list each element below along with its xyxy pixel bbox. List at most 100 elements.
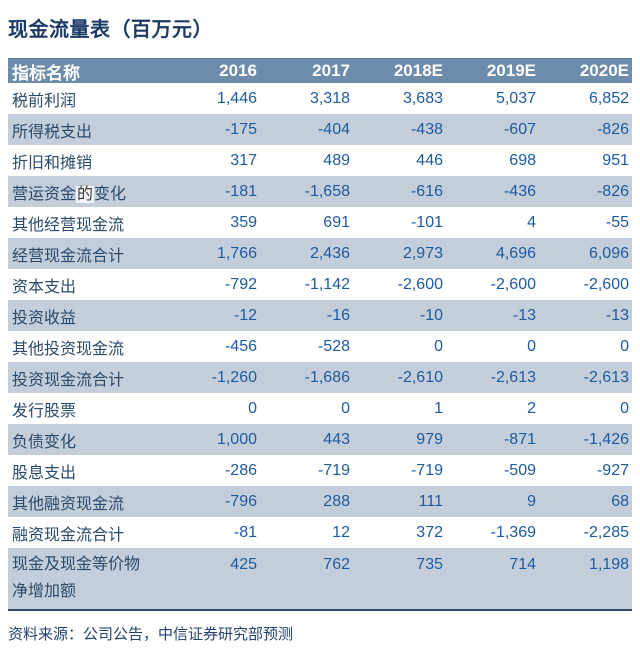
row-label: 现金及现金等价物 净增加额: [8, 548, 167, 605]
value-cell: 111: [418, 492, 443, 510]
header-indicator-name: 指标名称: [12, 63, 80, 83]
value-cell: 359: [230, 213, 257, 231]
page-title: 现金流量表（百万元）: [8, 19, 213, 41]
value-cell: 1,198: [588, 556, 629, 573]
value-cell: 425: [230, 556, 257, 573]
value-cell: -616: [410, 182, 443, 200]
value-cell: 3,683: [402, 89, 443, 107]
value-cell: -10: [419, 306, 443, 324]
value-cell: -1,686: [304, 368, 350, 386]
row-label: 资本支出: [12, 278, 77, 296]
highlighted-char: 的: [76, 185, 95, 203]
row-label: 经营现金流合计: [12, 247, 125, 265]
value-cell: -927: [596, 461, 629, 479]
value-cell: -826: [596, 120, 629, 138]
value-cell: -101: [410, 213, 443, 231]
value-cell: 317: [230, 151, 257, 169]
value-cell: 6,852: [588, 89, 629, 107]
table-row: 投资现金流合计 -1,260 -1,686 -2,610 -2,613 -2,613: [8, 362, 632, 393]
value-cell: 0: [248, 399, 257, 417]
value-cell: -456: [224, 337, 257, 355]
table-row: 其他融资现金流 -796 288 111 9 68: [8, 486, 632, 517]
row-label: 投资收益: [12, 309, 77, 327]
value-cell: 1,446: [216, 89, 257, 107]
value-cell: -438: [410, 120, 443, 138]
value-cell: 68: [611, 492, 629, 510]
value-cell: 0: [434, 337, 443, 355]
value-cell: 288: [323, 492, 350, 510]
row-label: 其他经营现金流: [12, 216, 125, 234]
value-cell: -16: [326, 306, 350, 324]
value-cell: -12: [233, 306, 257, 324]
value-cell: -181: [224, 182, 257, 200]
value-cell: 0: [620, 337, 629, 355]
value-cell: 2,436: [309, 244, 350, 262]
value-cell: 12: [332, 523, 350, 541]
row-label-part: 变化: [94, 185, 127, 203]
value-cell: -796: [224, 492, 257, 510]
value-cell: 0: [527, 337, 536, 355]
value-cell: 714: [509, 556, 536, 573]
value-cell: -436: [503, 182, 536, 200]
row-label: 融资现金流合计: [12, 526, 125, 544]
value-cell: -1,369: [490, 523, 536, 541]
value-cell: 951: [602, 151, 629, 169]
value-cell: -2,600: [397, 275, 443, 293]
value-cell: 979: [416, 430, 443, 448]
value-cell: -792: [224, 275, 257, 293]
value-cell: -871: [503, 430, 536, 448]
table-row: 负债变化 1,000 443 979 -871 -1,426: [8, 424, 632, 455]
value-cell: -1,658: [304, 182, 350, 200]
value-cell: -2,600: [583, 275, 629, 293]
row-label-line: 净增加额: [12, 583, 77, 600]
value-cell: -509: [503, 461, 536, 479]
value-cell: -175: [224, 120, 257, 138]
value-cell: 1: [434, 399, 443, 417]
value-cell: 0: [620, 399, 629, 417]
value-cell: 6,096: [588, 244, 629, 262]
table-row: 融资现金流合计 -81 12 372 -1,369 -2,285: [8, 517, 632, 548]
row-label: 折旧和摊销: [12, 154, 93, 172]
source-note: 资料来源：公司公告，中信证券研究部预测: [8, 627, 294, 643]
value-cell: 735: [416, 556, 443, 573]
table-body: 税前利润 1,446 3,318 3,683 5,037 6,852 所得税支出 -175 -4…: [8, 83, 632, 609]
value-cell: 0: [341, 399, 350, 417]
value-cell: -719: [410, 461, 443, 479]
row-label: 投资现金流合计: [12, 371, 125, 389]
table-row: 现金及现金等价物 净增加额 425 762 735 714 1,198: [8, 548, 632, 609]
value-cell: 489: [323, 151, 350, 169]
row-label: 其他投资现金流: [12, 340, 125, 358]
table-row: 税前利润 1,446 3,318 3,683 5,037 6,852: [8, 83, 632, 114]
row-label: 负债变化: [12, 433, 77, 451]
value-cell: -528: [317, 337, 350, 355]
table-row: 股息支出 -286 -719 -719 -509 -927: [8, 455, 632, 486]
value-cell: -55: [605, 213, 629, 231]
value-cell: -1,142: [304, 275, 350, 293]
value-cell: 4,696: [495, 244, 536, 262]
row-label: 所得税支出: [12, 123, 93, 141]
value-cell: -81: [233, 523, 257, 541]
cash-flow-table: 指标名称 2016 2017 2018E 2019E 2020E 税前利润 1,4…: [8, 58, 632, 611]
value-cell: -2,610: [397, 368, 443, 386]
value-cell: -404: [317, 120, 350, 138]
value-cell: -2,613: [490, 368, 536, 386]
row-label: 税前利润: [12, 92, 77, 110]
value-cell: 372: [416, 523, 443, 541]
value-cell: 2: [527, 399, 536, 417]
row-label-part: 营运资金: [12, 185, 77, 203]
value-cell: -13: [605, 306, 629, 324]
value-cell: 1,000: [216, 430, 257, 448]
value-cell: -719: [317, 461, 350, 479]
row-label: 股息支出: [12, 464, 77, 482]
table-row: 折旧和摊销 317 489 446 698 951: [8, 145, 632, 176]
table-row: 投资收益 -12 -16 -10 -13 -13: [8, 300, 632, 331]
value-cell: -826: [596, 182, 629, 200]
column-header-2018e: 2018E: [393, 61, 443, 80]
value-cell: 762: [323, 556, 350, 573]
value-cell: -1,426: [583, 430, 629, 448]
table-row: 发行股票 0 0 1 2 0: [8, 393, 632, 424]
row-label: 其他融资现金流: [12, 495, 125, 513]
value-cell: 446: [416, 151, 443, 169]
value-cell: 691: [323, 213, 350, 231]
